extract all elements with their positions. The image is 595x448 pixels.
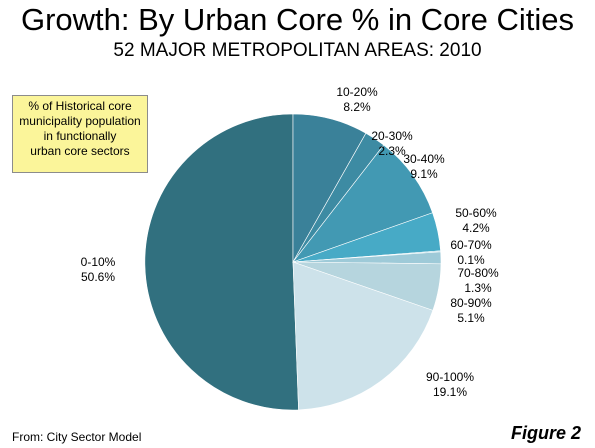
slice-label: 30-40% 9.1%	[394, 152, 454, 182]
slice-label: 20-30% 2.3%	[362, 129, 422, 159]
slice-value-label: 8.2%	[343, 100, 371, 114]
slice-value-label: 4.2%	[462, 221, 490, 235]
slice-label: 70-80% 1.3%	[448, 266, 508, 296]
note-line: in functionally	[43, 129, 117, 143]
note-box: % of Historical core municipality popula…	[12, 95, 148, 173]
figure-label: Figure 2	[510, 423, 581, 443]
slice-label: 60-70% 0.1%	[441, 238, 501, 268]
slice-value-label: 19.1%	[432, 385, 468, 399]
slice-value-label: 50.6%	[80, 270, 116, 284]
slice-category-label: 90-100%	[425, 370, 475, 384]
slice-category-label: 20-30%	[371, 129, 413, 143]
slice-label: 0-10% 50.6%	[68, 255, 128, 285]
slice-category-label: 80-90%	[450, 296, 492, 310]
slice-category-label: 70-80%	[457, 266, 499, 280]
slice-value-label: 5.1%	[457, 311, 485, 325]
note-line: municipality population	[19, 114, 141, 128]
slice-label: 90-100% 19.1%	[420, 370, 480, 400]
slice-category-label: 50-60%	[455, 206, 497, 220]
pie-slice-90-100pct	[292, 261, 434, 411]
slice-label: 50-60% 4.2%	[446, 206, 506, 236]
source-note: From: City Sector Model	[12, 430, 142, 444]
slice-category-label: 60-70%	[450, 238, 492, 252]
note-line: % of Historical core	[28, 99, 132, 113]
pie-slice-0-10pct	[144, 113, 299, 411]
slice-value-label: 2.3%	[378, 144, 406, 158]
pie-slice-30-40pct	[292, 144, 433, 263]
slice-value-label: 1.3%	[464, 281, 492, 295]
slice-category-label: 0-10%	[80, 255, 116, 269]
slice-label: 10-20% 8.2%	[327, 85, 387, 115]
note-line: urban core sectors	[30, 144, 130, 158]
chart-title: Growth: By Urban Core % in Core Cities	[20, 2, 575, 37]
slice-category-label: 10-20%	[336, 85, 378, 99]
slice-value-label: 0.1%	[457, 253, 485, 267]
slice-value-label: 9.1%	[410, 167, 438, 181]
slice-label: 80-90% 5.1%	[441, 296, 501, 326]
chart-subtitle: 52 MAJOR METROPOLITAN AREAS: 2010	[113, 40, 482, 61]
slice-category-label: 30-40%	[403, 152, 445, 166]
